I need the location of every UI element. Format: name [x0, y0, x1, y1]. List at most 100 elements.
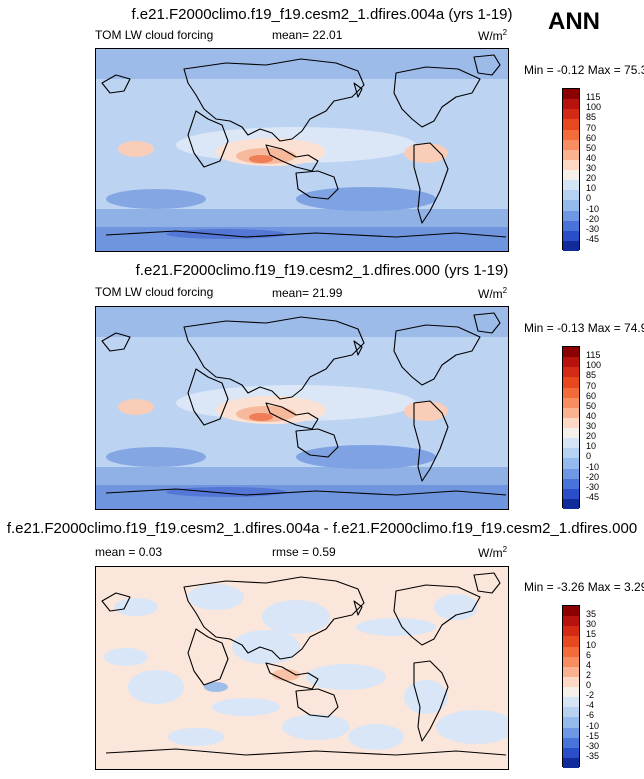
colorbar-tick-label: 30: [586, 619, 597, 630]
colorbar-swatch: [563, 428, 579, 439]
colorbar-tick-label: 2: [586, 669, 592, 680]
colorbar-tick-label: 4: [586, 659, 592, 670]
colorbar-swatch: [563, 438, 579, 449]
colorbar-swatch: [563, 170, 579, 181]
panel3-units: W/m2: [478, 545, 508, 560]
colorbar-tick-label: -10: [586, 203, 600, 214]
colorbar-swatch: [563, 616, 579, 627]
colorbar-swatch: [563, 129, 579, 140]
colorbar-swatch: [563, 488, 579, 499]
colorbar-swatch: [563, 417, 579, 428]
colorbar-tick-label: -6: [586, 710, 595, 721]
colorbar-tick-label: 40: [586, 152, 597, 163]
colorbar-tick-label: 0: [586, 451, 592, 462]
colorbar-tick-label: 70: [586, 380, 597, 391]
colorbar-tick-label: 30: [586, 163, 597, 173]
colorbar-swatch: [563, 397, 579, 408]
colorbar-tick-label: 100: [586, 360, 602, 371]
colorbar-tick-label: 115: [586, 92, 601, 103]
colorbar-tick-label: -2: [586, 690, 595, 701]
panel2-map: [95, 306, 509, 510]
colorbar-swatch: [563, 498, 579, 509]
panel1-title: f.e21.F2000climo.f19_f19.cesm2_1.dfires.…: [131, 6, 513, 23]
colorbar-swatch: [563, 448, 579, 459]
colorbar-swatch: [563, 468, 579, 479]
colorbar-swatch: [563, 180, 579, 191]
colorbar-tick-label: -30: [586, 740, 600, 751]
colorbar-tick-label: -30: [586, 481, 600, 492]
colorbar-tick-label: 10: [586, 441, 597, 452]
panel3-title: f.e21.F2000climo.f19_f19.cesm2_1.dfires.…: [6, 520, 638, 537]
colorbar-tick-label: 6: [586, 649, 592, 660]
colorbar-tick-label: 50: [586, 400, 597, 411]
colorbar-swatch: [563, 626, 579, 637]
colorbar-swatch: [563, 89, 579, 100]
colorbar-tick-label: 15: [586, 629, 597, 640]
panel1-colorbar: [562, 88, 580, 251]
colorbar-swatch: [563, 387, 579, 398]
colorbar-swatch: [563, 656, 579, 667]
colorbar-tick-label: -45: [586, 491, 600, 502]
colorbar-swatch: [563, 377, 579, 388]
panel1-map: [95, 48, 509, 252]
colorbar-swatch: [563, 646, 579, 657]
colorbar-swatch: [563, 707, 579, 718]
colorbar-tick-label: 10: [586, 183, 597, 194]
colorbar-swatch: [563, 367, 579, 378]
colorbar-tick-label: -10: [586, 720, 600, 731]
panel3-mean-label: mean = 0.03: [95, 545, 163, 559]
panel3-colorbar: [562, 605, 580, 768]
colorbar-tick-label: 115: [586, 350, 601, 361]
colorbar-swatch: [563, 478, 579, 489]
colorbar-swatch: [563, 139, 579, 150]
colorbar-tick-label: 70: [586, 122, 597, 133]
colorbar-swatch: [563, 747, 579, 758]
colorbar-tick-label: 20: [586, 173, 597, 184]
colorbar-swatch: [563, 717, 579, 728]
colorbar-swatch: [563, 149, 579, 160]
colorbar-tick-label: 0: [586, 193, 592, 204]
colorbar-swatch: [563, 687, 579, 698]
colorbar-tick-label: 50: [586, 142, 597, 153]
season-label: ANN: [548, 8, 600, 35]
colorbar-tick-label: 100: [586, 102, 602, 113]
colorbar-tick-label: -20: [586, 213, 600, 224]
panel2-mean-label: mean= 21.99: [272, 286, 343, 300]
panel1-mean-label: mean= 22.01: [272, 28, 343, 42]
panel3-rmse-label: rmse = 0.59: [272, 545, 336, 559]
colorbar-tick-label: -15: [586, 730, 600, 741]
colorbar-swatch: [563, 666, 579, 677]
colorbar-tick-label: -10: [586, 461, 600, 472]
colorbar-swatch: [563, 119, 579, 130]
colorbar-swatch: [563, 230, 579, 241]
colorbar-swatch: [563, 757, 579, 768]
colorbar-swatch: [563, 737, 579, 748]
colorbar-swatch: [563, 636, 579, 647]
colorbar-tick-label: 35: [586, 609, 597, 620]
colorbar-swatch: [563, 727, 579, 738]
panel2-variable-label: TOM LW cloud forcing: [95, 285, 214, 299]
colorbar-tick-label: 0: [586, 680, 592, 690]
panel2-units: W/m2: [478, 286, 508, 301]
panel2-colorbar: [562, 346, 580, 509]
colorbar-tick-label: 85: [586, 112, 597, 123]
colorbar-swatch: [563, 697, 579, 708]
panel1-units: W/m2: [478, 28, 508, 43]
colorbar-swatch: [563, 109, 579, 120]
colorbar-tick-label: 10: [586, 639, 597, 650]
colorbar-swatch: [563, 606, 579, 617]
colorbar-swatch: [563, 99, 579, 110]
colorbar-tick-label: 40: [586, 410, 597, 421]
colorbar-tick-label: 60: [586, 390, 597, 401]
colorbar-tick-label: -35: [586, 750, 600, 761]
colorbar-swatch: [563, 458, 579, 469]
colorbar-tick-label: 20: [586, 431, 597, 442]
panel1-variable-label: TOM LW cloud forcing: [95, 28, 214, 42]
colorbar-swatch: [563, 190, 579, 201]
colorbar-tick-label: 30: [586, 421, 597, 431]
colorbar-tick-label: 85: [586, 370, 597, 381]
colorbar-swatch: [563, 240, 579, 251]
panel2-title: f.e21.F2000climo.f19_f19.cesm2_1.dfires.…: [135, 262, 509, 279]
colorbar-swatch: [563, 347, 579, 358]
panel2-min-max: Min = -0.13 Max = 74.91: [524, 321, 644, 335]
